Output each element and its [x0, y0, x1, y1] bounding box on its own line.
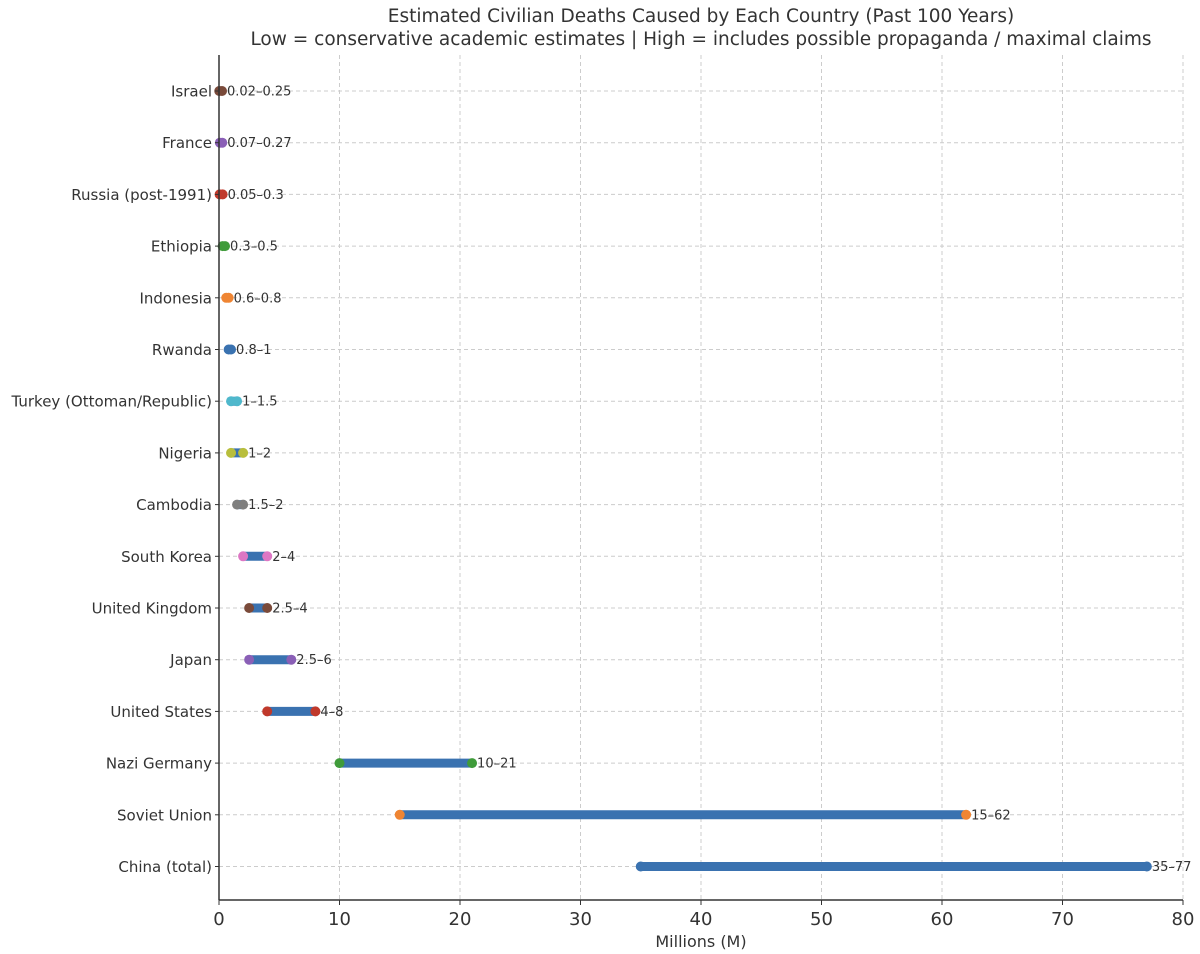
- axes: [218, 55, 1183, 901]
- range-low-marker: [262, 706, 273, 717]
- range-low-marker: [244, 603, 255, 613]
- y-tick-label: Indonesia: [139, 289, 212, 307]
- y-tick-label: Nigeria: [158, 444, 212, 462]
- data-label: 2.5–4: [272, 602, 307, 617]
- y-tick-label: Rwanda: [152, 341, 212, 359]
- data-label: 0.05–0.3: [228, 188, 284, 203]
- y-tick-label: United Kingdom: [92, 600, 212, 618]
- range-high-marker: [223, 292, 234, 303]
- range-low-marker: [226, 447, 237, 458]
- y-tick-label: China (total): [118, 858, 212, 876]
- range-high-marker: [220, 241, 231, 252]
- y-tick-label: Turkey (Ottoman/Republic): [10, 393, 212, 411]
- range-low-marker: [394, 809, 405, 820]
- range-high-marker: [467, 758, 478, 769]
- x-tick-label: 20: [449, 909, 472, 930]
- range-high-marker: [310, 706, 321, 717]
- x-tick-label: 0: [213, 909, 224, 930]
- data-label: 0.02–0.25: [227, 85, 291, 100]
- data-label: 0.07–0.27: [227, 136, 291, 151]
- range-high-marker: [286, 654, 297, 665]
- data-label: 4–8: [320, 705, 343, 720]
- y-tick-label: Soviet Union: [117, 806, 212, 824]
- data-label: 15–62: [971, 808, 1011, 823]
- range-high-marker: [961, 809, 972, 820]
- range-high-marker: [238, 447, 249, 458]
- range-low-marker: [238, 551, 249, 562]
- range-low-marker: [334, 758, 345, 769]
- x-tick-label: 60: [931, 909, 954, 930]
- range-high-marker: [226, 344, 237, 355]
- range-low-marker: [244, 654, 255, 665]
- range-bars: 0.02–0.25 0.07–0.27 0.05–0.3 0.3–0.5 0.6–0.8…: [214, 85, 1192, 875]
- y-tick-label: Cambodia: [136, 496, 212, 514]
- x-tick-label: 10: [328, 909, 351, 930]
- y-tick-label: United States: [110, 703, 212, 721]
- range-high-marker: [217, 137, 228, 148]
- data-label: 0.3–0.5: [230, 240, 278, 255]
- range-high-marker: [238, 499, 249, 510]
- data-label: 1–2: [248, 446, 271, 461]
- x-tick-label: 70: [1051, 909, 1074, 930]
- y-tick-label: Japan: [169, 651, 212, 669]
- range-low-marker: [635, 861, 646, 872]
- y-tick-label: Israel: [171, 83, 212, 101]
- data-label: 2.5–6: [296, 653, 331, 668]
- x-tick-label: 50: [810, 909, 833, 930]
- data-label: 10–21: [477, 757, 517, 772]
- y-axis-labels: Israel France Russia (post-1991) Ethiopia In…: [10, 83, 219, 876]
- data-label: 2–4: [272, 550, 295, 565]
- range-high-marker: [262, 551, 273, 562]
- x-tick-label: 40: [690, 909, 713, 930]
- data-label: 1–1.5: [242, 395, 277, 410]
- data-label: 0.8–1: [236, 343, 271, 358]
- x-tick-label: 30: [569, 909, 592, 930]
- chart-title: Estimated Civilian Deaths Caused by Each…: [387, 6, 1015, 27]
- x-axis-ticks: 0 10 20 30 40 50 60 70 80: [213, 900, 1194, 930]
- range-high-marker: [232, 396, 243, 407]
- x-axis-label: Millions (M): [655, 932, 747, 951]
- chart-subtitle: Low = conservative academic estimates | …: [250, 29, 1152, 50]
- grid: [219, 55, 1184, 900]
- range-high-marker: [262, 603, 273, 613]
- data-label: 0.6–0.8: [234, 291, 282, 306]
- y-tick-label: Russia (post-1991): [71, 186, 212, 204]
- y-tick-label: South Korea: [121, 548, 212, 566]
- y-tick-label: Ethiopia: [151, 238, 212, 256]
- data-label: 1.5–2: [248, 498, 283, 513]
- range-high-marker: [217, 189, 228, 200]
- range-high-marker: [1141, 861, 1152, 872]
- y-tick-label: France: [162, 134, 212, 152]
- data-label: 35–77: [1152, 860, 1192, 875]
- x-tick-label: 80: [1172, 909, 1195, 930]
- y-tick-label: Nazi Germany: [106, 755, 212, 773]
